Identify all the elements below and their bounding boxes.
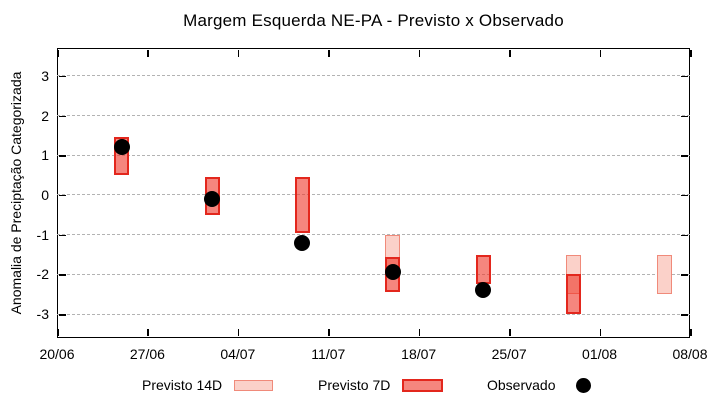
gridline [57,313,690,315]
y-tick-mark-left [59,234,66,237]
previsto-7d-bar [294,177,310,233]
observado-dot [475,282,492,299]
y-tick-mark-left [59,75,66,78]
y-tick-mark-right [681,194,688,197]
x-tick-mark-bottom [237,329,240,336]
previsto-7d-bar [566,274,582,315]
x-tick-mark-bottom [690,329,692,336]
legend-item-previsto-14d: Previsto 14D [142,376,274,394]
y-tick-label: 1 [41,147,49,164]
chart-title: Margem Esquerda NE-PA - Previsto x Obser… [183,11,564,30]
legend-item-observado: Observado [487,376,592,394]
previsto-14d-bar [656,254,672,295]
x-tick-label: 01/08 [582,346,618,362]
gridline [57,273,690,275]
y-tick-mark-right [681,274,688,276]
observado-swatch-dot [576,377,592,393]
y-tick-mark-right [681,155,688,157]
legend-label-observado: Observado [487,377,556,393]
x-tick-mark-top [57,50,59,57]
gridline [57,234,690,236]
y-tick-mark-left [59,115,66,118]
x-tick-mark-top [418,50,421,57]
observado-dot [113,139,130,156]
gridline [57,154,690,156]
y-tick-label: -2 [36,266,49,283]
y-tick-label: -1 [36,226,49,243]
y-tick-label: 2 [41,107,49,124]
y-tick-label: -3 [36,306,49,323]
previsto-7d-bar [475,254,491,285]
y-tick-label: 0 [41,186,49,203]
legend-item-previsto-7d: Previsto 7D [318,376,444,394]
x-tick-mark-bottom [418,329,421,336]
y-tick-mark-right [681,75,688,78]
y-tick-mark-right [681,314,688,316]
x-tick-mark-top [599,50,602,57]
y-tick-mark-left [59,274,66,276]
previsto-7d-swatch [402,378,444,392]
legend-label-previsto-7d: Previsto 7D [318,377,391,393]
x-tick-label: 25/07 [491,346,527,362]
x-tick-mark-bottom [328,329,330,336]
x-tick-mark-top [237,50,240,57]
x-tick-mark-bottom [57,329,59,336]
y-tick-mark-right [681,234,688,237]
observado-dot [204,190,221,207]
x-tick-mark-bottom [599,329,602,336]
gridline [57,115,690,117]
previsto-14d-swatch [234,379,274,391]
plot-area [57,48,690,338]
x-tick-label: 08/08 [672,346,708,362]
observado-dot [294,234,311,251]
x-tick-mark-bottom [509,329,511,336]
x-tick-mark-top [509,50,511,57]
x-tick-label: 20/06 [39,346,75,362]
gridline [57,75,690,77]
x-tick-mark-bottom [147,329,149,336]
x-tick-mark-top [690,50,692,57]
y-tick-mark-left [59,314,66,316]
gridline [57,194,690,196]
legend-label-previsto-14d: Previsto 14D [142,377,223,393]
y-tick-mark-right [681,115,688,118]
x-tick-label: 27/06 [129,346,165,362]
x-tick-mark-top [147,50,149,57]
x-tick-label: 11/07 [311,346,346,362]
y-tick-mark-left [59,194,66,197]
y-tick-label: 3 [41,67,49,84]
y-tick-mark-left [59,155,66,157]
x-tick-mark-top [328,50,330,57]
observado-dot [384,264,401,281]
x-tick-label: 18/07 [401,346,437,362]
x-tick-label: 04/07 [220,346,256,362]
